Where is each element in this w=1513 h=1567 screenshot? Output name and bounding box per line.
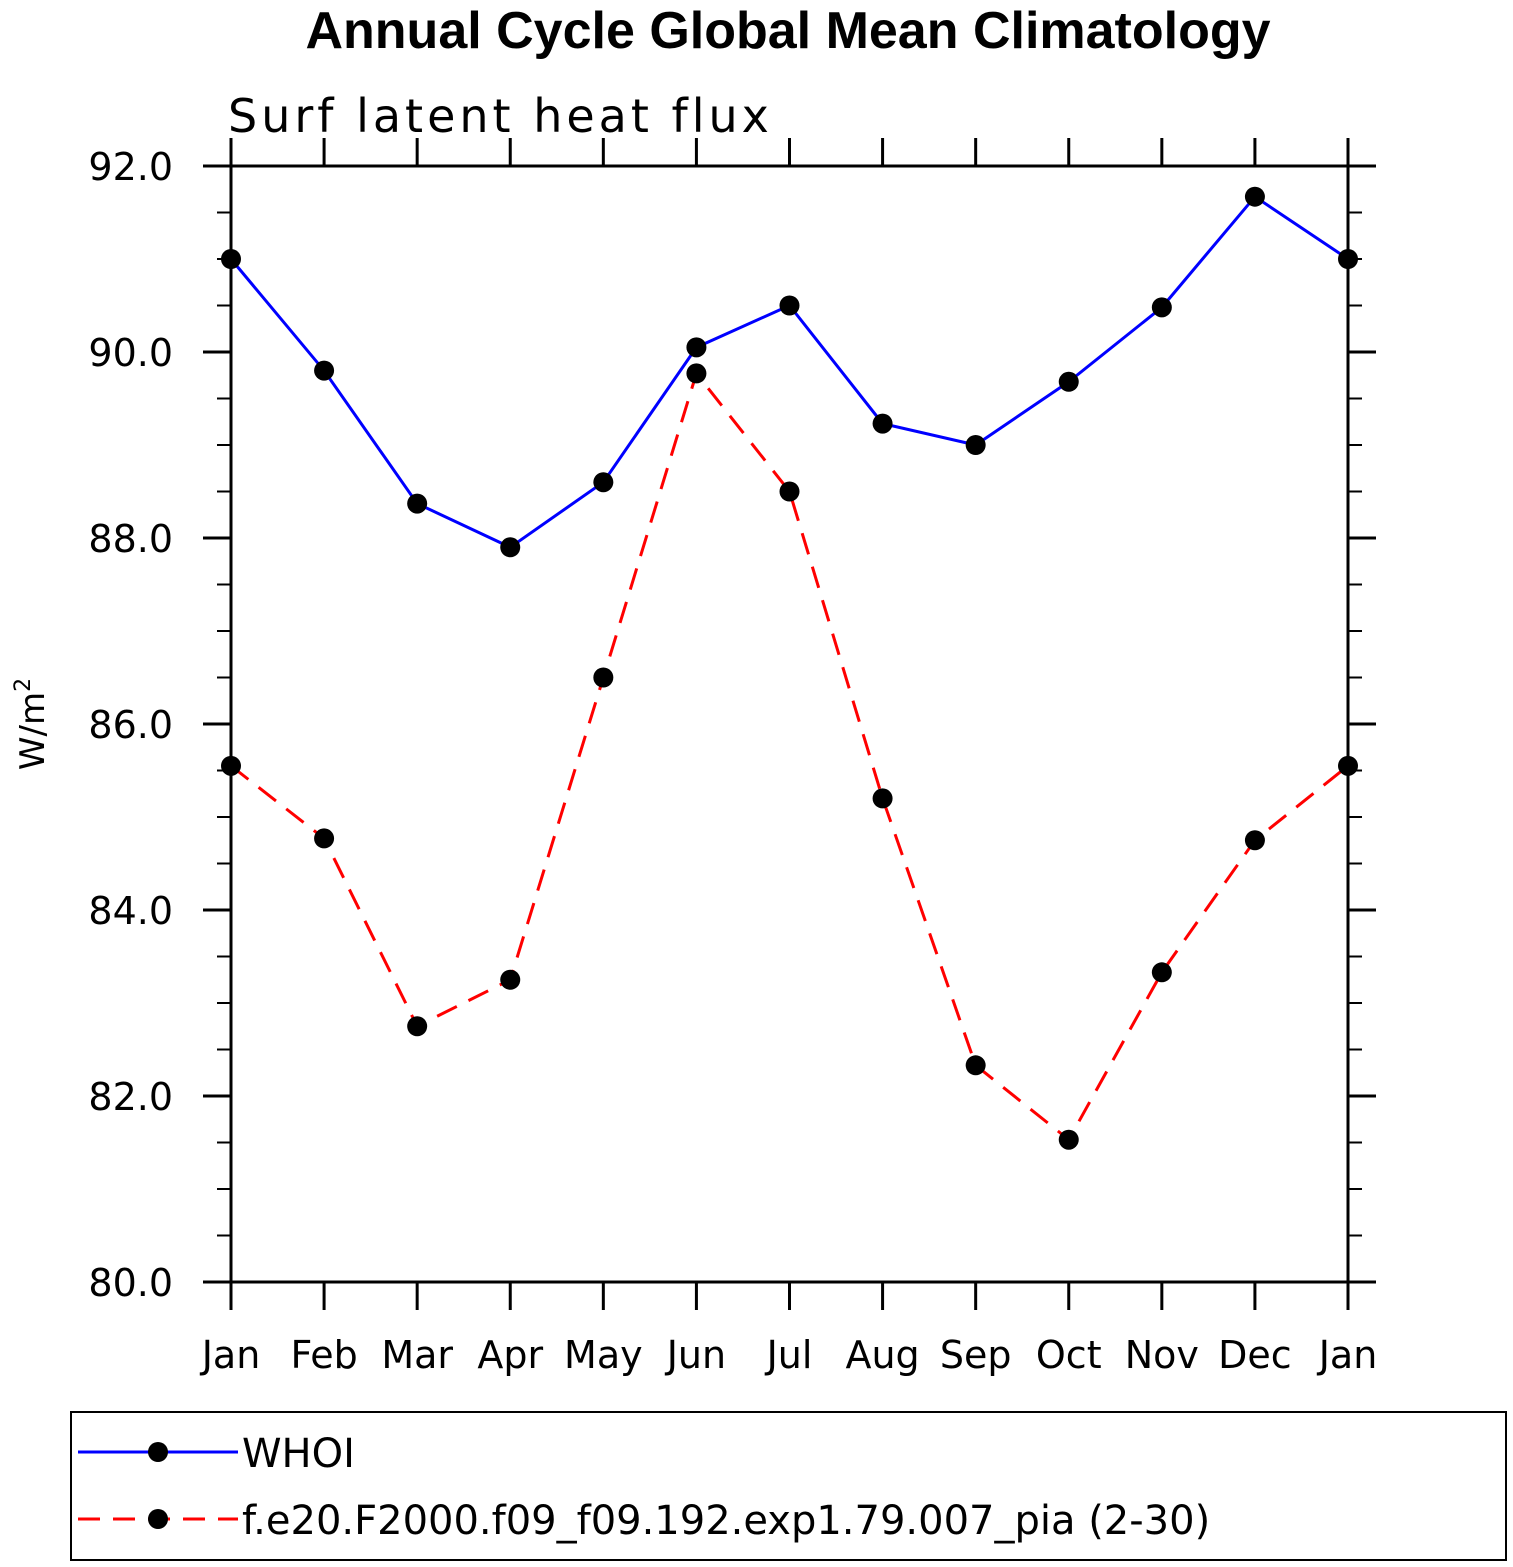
series-1 (221, 186, 1358, 558)
y-tick-label: 92.0 (88, 145, 173, 189)
data-point (221, 755, 241, 776)
data-point (1151, 962, 1172, 983)
axes: 80.0 82.0 84.0 86.0 88.0 90.0 92.0 Jan Feb Mar Apr… (88, 138, 1377, 1377)
y-axis-label-superscript: 2 (11, 678, 36, 692)
legend-label-2: f.e20.F2000.f09_f09.192.exp1.79.007_pia … (242, 1498, 1210, 1544)
y-axis-label: W/m2 (11, 678, 53, 770)
x-tick-label: Feb (290, 1333, 357, 1377)
y-axis-label-main: W/m (13, 692, 53, 770)
data-point (407, 493, 428, 514)
x-tick-label: Aug (845, 1333, 919, 1377)
data-point (1058, 1129, 1079, 1150)
y-tick-label: 82.0 (88, 1075, 173, 1119)
x-tick-label: Apr (477, 1333, 543, 1377)
svg-text:W/m2: W/m2 (11, 678, 53, 770)
x-tick-label: May (564, 1333, 643, 1377)
x-tick-label: Dec (1218, 1333, 1292, 1377)
x-tick-label: Nov (1125, 1333, 1199, 1377)
y-tick-label: 80.0 (88, 1261, 173, 1305)
x-tick-label: Sep (940, 1333, 1012, 1377)
data-point (872, 788, 893, 809)
x-tick-label: Jan (200, 1333, 261, 1377)
data-point (500, 969, 521, 990)
data-point (779, 481, 800, 502)
y-tick-label: 84.0 (88, 889, 173, 933)
chart-subtitle: Surf latent heat flux (228, 89, 773, 143)
series-layer (221, 186, 1358, 1150)
x-tick-label: Jun (665, 1333, 726, 1377)
data-point (1058, 371, 1079, 392)
data-point (1244, 830, 1265, 851)
data-point (221, 249, 241, 269)
data-point (686, 363, 707, 384)
y-tick-label: 90.0 (88, 331, 173, 375)
data-point (500, 537, 521, 558)
data-point (1244, 186, 1265, 207)
data-point (1151, 297, 1172, 318)
data-point (593, 472, 614, 493)
data-point (779, 295, 800, 316)
legend-marker-2 (148, 1509, 168, 1529)
data-point (965, 435, 986, 455)
legend-marker-1 (148, 1442, 168, 1462)
data-point (314, 360, 335, 381)
data-point (1338, 249, 1358, 269)
legend-box (70, 1411, 1507, 1561)
data-point (965, 1055, 986, 1076)
data-point (872, 413, 893, 434)
plot-frame (229, 164, 1350, 1284)
data-point (686, 337, 707, 358)
data-point (407, 1016, 428, 1037)
series-2 (221, 363, 1358, 1150)
data-point (593, 667, 614, 688)
data-point (1338, 755, 1358, 776)
legend-label-1: WHOI (242, 1431, 355, 1477)
x-tick-label: Oct (1036, 1333, 1102, 1377)
x-tick-label: Jan (1317, 1333, 1378, 1377)
chart-title: Annual Cycle Global Mean Climatology (305, 2, 1270, 60)
y-tick-label: 86.0 (88, 703, 173, 747)
x-tick-label: Mar (381, 1333, 453, 1377)
x-tick-label: Jul (765, 1333, 813, 1377)
y-tick-label: 88.0 (88, 517, 173, 561)
data-point (314, 828, 335, 849)
legend: WHOI f.e20.F2000.f09_f09.192.exp1.79.007_… (78, 1431, 1210, 1544)
